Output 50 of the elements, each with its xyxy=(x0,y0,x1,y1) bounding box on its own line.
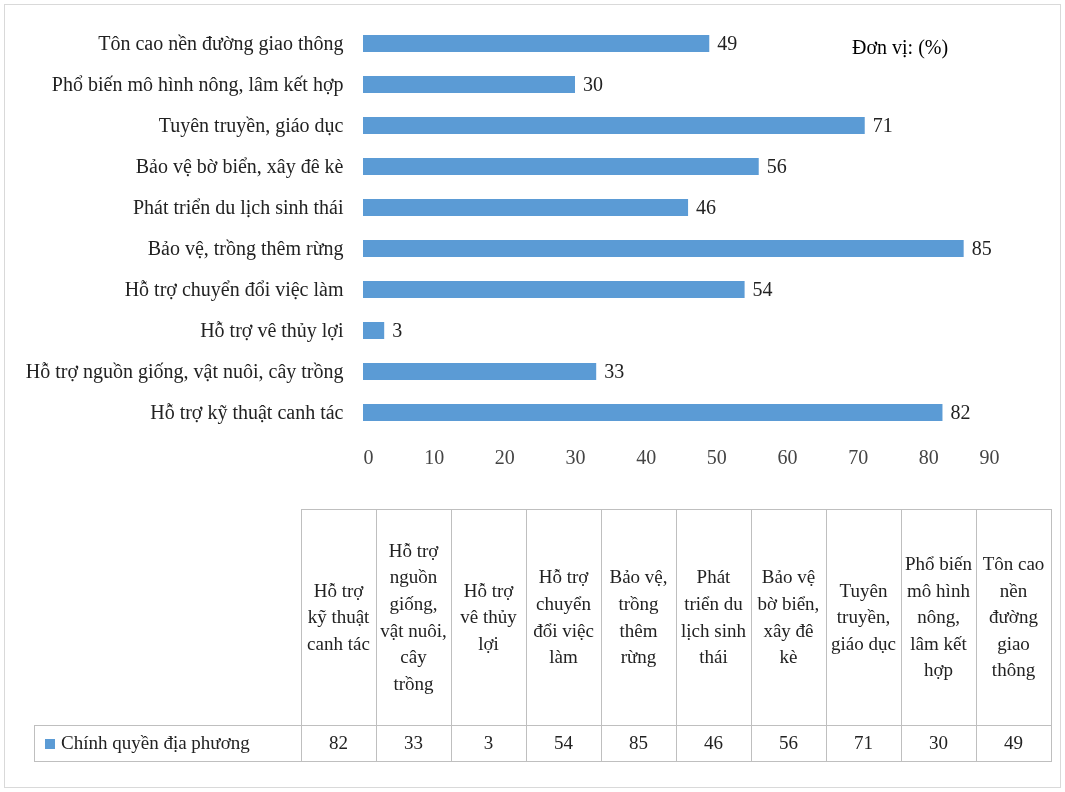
data-label: 54 xyxy=(752,277,773,300)
data-label: 49 xyxy=(717,31,738,54)
data-label: 33 xyxy=(376,725,451,762)
category-label: Bảo vệ, trồng thêm rừng xyxy=(601,509,676,726)
annotation: Đơn vị: (%) xyxy=(852,36,949,59)
y-tick-label: Hỗ trợ nguồn giống, vật nuôi, cây trồng xyxy=(25,359,344,383)
y-tick-label: Phổ biến mô hình nông, lâm kết hợp xyxy=(51,72,344,96)
y-tick-label: Phát triển du lịch sinh thái xyxy=(132,195,344,218)
x-tick-label: 50 xyxy=(706,445,727,468)
data-label: 49 xyxy=(976,725,1051,762)
y-tick-label: Hỗ trợ chuyển đổi việc làm xyxy=(124,277,344,301)
x-tick-label: 90 xyxy=(979,445,1000,468)
data-label: 3 xyxy=(451,725,526,762)
data-label: 85 xyxy=(601,725,676,762)
data-label: 85 xyxy=(971,236,992,259)
y-tick-label: Hỗ trợ vê thủy lợi xyxy=(200,318,344,342)
category-label: Phát triển du lịch sinh thái xyxy=(676,509,751,726)
category-label: Bảo vệ bờ biển, xây đê kè xyxy=(751,509,826,726)
data-label: 82 xyxy=(301,725,376,762)
x-tick-label: 40 xyxy=(636,445,657,468)
data-label: 71 xyxy=(826,725,901,762)
y-tick-label: Hỗ trợ kỹ thuật canh tác xyxy=(150,400,344,424)
data-label: 30 xyxy=(583,72,603,95)
category-label: Hỗ trợ vê thủy lợi xyxy=(451,509,526,726)
x-tick-label: 20 xyxy=(494,445,515,468)
x-tick-label: 80 xyxy=(918,445,939,468)
category-label: Hỗ trợ chuyển đổi việc làm xyxy=(526,509,601,726)
y-tick-label: Bảo vệ bờ biển, xây đê kè xyxy=(135,154,344,178)
data-label: 46 xyxy=(676,725,751,762)
data-label: 54 xyxy=(526,725,601,762)
legend-label: Chính quyền địa phương xyxy=(34,725,301,762)
category-label: Tuyên truyền, giáo dục xyxy=(826,509,901,726)
y-tick-label: Tuyên truyền, giáo dục xyxy=(158,113,344,137)
data-label: 33 xyxy=(604,359,625,382)
y-tick-label: Tôn cao nền đường giao thông xyxy=(98,31,344,55)
data-label: 56 xyxy=(751,725,826,762)
data-label: 46 xyxy=(696,195,717,218)
x-tick-label: 10 xyxy=(424,445,445,468)
data-label: 56 xyxy=(766,154,787,177)
category-label: Tôn cao nền đường giao thông xyxy=(976,509,1051,726)
x-tick-label: 60 xyxy=(777,445,798,468)
x-tick-label: 30 xyxy=(565,445,586,468)
data-label: 82 xyxy=(950,400,971,423)
data-label: 71 xyxy=(872,113,893,136)
data-label: 3 xyxy=(392,318,403,341)
y-tick-label: Bảo vệ, trồng thêm rừng xyxy=(147,236,344,260)
data-label: 30 xyxy=(901,725,976,762)
x-tick-label: 0 xyxy=(363,445,374,468)
category-label: Phổ biến mô hình nông, lâm kết hợp xyxy=(901,509,976,726)
x-tick-label: 70 xyxy=(848,445,869,468)
